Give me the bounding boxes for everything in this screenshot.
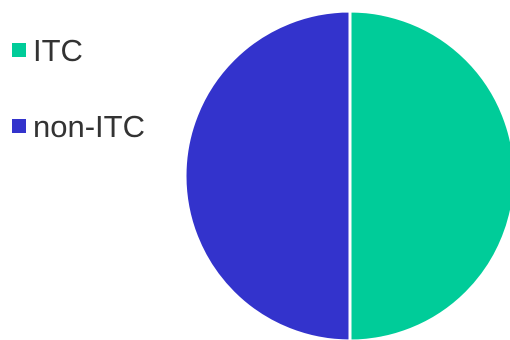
- legend-swatch-non-itc: [12, 119, 26, 133]
- legend: ITC non-ITC: [12, 30, 145, 182]
- legend-label-non-itc: non-ITC: [33, 108, 145, 144]
- legend-item-non-itc: non-ITC: [12, 106, 145, 146]
- legend-label-itc: ITC: [33, 32, 83, 68]
- pie-slice-non-itc: [183, 9, 352, 340]
- pie-slice-itc: [348, 9, 510, 340]
- legend-swatch-itc: [12, 43, 26, 57]
- legend-item-itc: ITC: [12, 30, 145, 70]
